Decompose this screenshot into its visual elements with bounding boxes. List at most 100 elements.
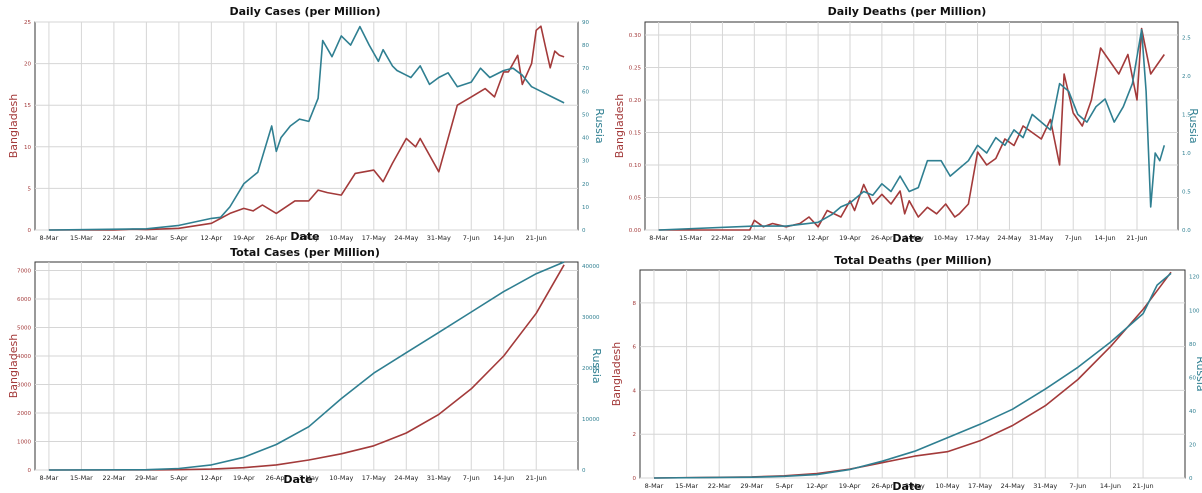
x-tick-label: 31-May — [427, 234, 451, 242]
x-tick-label: 21-Jun — [1133, 482, 1154, 490]
x-tick-label: 22-Mar — [102, 474, 125, 482]
right-axis-label: Russia — [593, 108, 606, 143]
right-axis-label: Russia — [1187, 108, 1200, 143]
series-line-bangladesh — [658, 27, 1165, 231]
x-tick-label: 19-Apr — [233, 474, 255, 482]
x-tick-label: 26-Apr — [265, 474, 287, 482]
x-tick-label: 19-Apr — [839, 234, 861, 242]
left-tick-label: 2 — [633, 432, 637, 438]
x-tick-label: 5-Apr — [170, 474, 188, 482]
left-tick-label: 15 — [24, 103, 31, 109]
series-line-bangladesh — [48, 25, 565, 231]
x-tick-label: 17-May — [362, 474, 386, 482]
chart-title: Total Cases (per Million) — [230, 246, 380, 259]
plot-frame — [34, 21, 579, 231]
right-tick-label: 0 — [1189, 476, 1193, 482]
right-tick-label: 2.5 — [1182, 35, 1191, 41]
right-tick-label: 0 — [582, 468, 586, 474]
x-tick-label: 31-May — [1029, 234, 1053, 242]
x-tick-label: 5-Apr — [776, 482, 794, 490]
x-tick-label: 19-Apr — [233, 234, 255, 242]
left-tick-label: 0.30 — [629, 33, 642, 39]
right-tick-label: 20000 — [582, 366, 600, 372]
right-tick-label: 0 — [582, 228, 586, 234]
x-tick-label: 21-Jun — [526, 234, 547, 242]
x-tick-label: 7-Jun — [463, 474, 480, 482]
daily-deaths-chart: 8-Mar 15-Mar 22-Mar 29-Mar 5-Apr 12-Apr 19-Apr… — [613, 5, 1200, 245]
x-tick-label: 10-May — [329, 234, 353, 242]
series-line-bangladesh — [48, 264, 565, 471]
left-tick-label: 4 — [633, 388, 637, 394]
x-tick-label: 24-May — [394, 234, 418, 242]
left-tick-label: 5 — [28, 186, 32, 192]
x-tick-label: 14-Jun — [1095, 234, 1116, 242]
x-tick-label: 22-Mar — [708, 482, 731, 490]
x-tick-label: 24-May — [1001, 482, 1025, 490]
plot-frame — [34, 261, 579, 471]
daily-cases-chart: 8-Mar 15-Mar 22-Mar 29-Mar 5-Apr 12-Apr 19-Apr… — [7, 5, 606, 243]
right-tick-label: 20 — [582, 182, 589, 188]
x-tick-label: 26-Apr — [871, 482, 893, 490]
right-axis-label: Russia — [1194, 356, 1202, 391]
x-axis-label: Date — [290, 230, 319, 243]
x-tick-label: 21-Jun — [1126, 234, 1147, 242]
chart-title: Total Deaths (per Million) — [834, 254, 991, 267]
x-tick-label: 8-Mar — [40, 474, 59, 482]
right-tick-label: 20 — [1189, 442, 1196, 448]
left-tick-label: 4000 — [17, 354, 31, 360]
left-tick-label: 0.20 — [629, 98, 642, 104]
x-tick-label: 3-May — [904, 234, 924, 242]
left-tick-label: 5000 — [17, 326, 31, 332]
right-tick-label: 1.0 — [1182, 151, 1191, 157]
left-tick-label: 6 — [633, 345, 637, 351]
series-line-russia — [653, 272, 1172, 479]
x-tick-label: 19-Apr — [839, 482, 861, 490]
plot-frame — [639, 269, 1186, 479]
x-tick-label: 15-Mar — [675, 482, 698, 490]
left-tick-label: 8 — [633, 301, 637, 307]
x-tick-label: 12-Apr — [806, 482, 828, 490]
left-tick-label: 0.10 — [629, 163, 642, 169]
x-tick-label: 14-Jun — [493, 474, 514, 482]
right-tick-label: 0.0 — [1182, 228, 1191, 234]
x-tick-label: 14-Jun — [1100, 482, 1121, 490]
x-tick-label: 12-Apr — [200, 474, 222, 482]
x-tick-label: 29-Mar — [743, 234, 766, 242]
x-tick-label: 14-Jun — [493, 234, 514, 242]
right-tick-label: 100 — [1189, 308, 1200, 314]
total-cases-chart: 8-Mar 15-Mar 22-Mar 29-Mar 5-Apr 12-Apr 19-Apr… — [7, 246, 603, 486]
x-tick-label: 8-Mar — [645, 482, 664, 490]
left-tick-label: 0 — [28, 228, 32, 234]
x-tick-label: 10-May — [934, 234, 958, 242]
right-tick-label: 120 — [1189, 275, 1200, 281]
right-tick-label: 30000 — [582, 315, 600, 321]
right-tick-label: 60 — [582, 89, 589, 95]
left-tick-label: 0 — [633, 476, 637, 482]
left-tick-label: 2000 — [17, 411, 31, 417]
x-tick-label: 7-Jun — [1065, 234, 1082, 242]
x-tick-label: 5-Apr — [170, 234, 188, 242]
x-tick-label: 17-May — [966, 234, 990, 242]
right-tick-label: 2.0 — [1182, 74, 1191, 80]
right-tick-label: 40 — [1189, 409, 1196, 415]
x-tick-label: 3-May — [905, 482, 925, 490]
left-axis-label: Bangladesh — [610, 342, 623, 407]
right-tick-label: 10000 — [582, 417, 600, 423]
x-tick-label: 10-May — [329, 474, 353, 482]
x-tick-label: 22-Mar — [711, 234, 734, 242]
x-tick-label: 8-Mar — [649, 234, 668, 242]
x-tick-label: 29-Mar — [135, 474, 158, 482]
chart-title: Daily Cases (per Million) — [229, 5, 380, 18]
right-tick-label: 0.5 — [1182, 189, 1191, 195]
left-axis-label: Bangladesh — [613, 94, 626, 159]
x-tick-label: 26-Apr — [265, 234, 287, 242]
x-tick-label: 8-Mar — [40, 234, 59, 242]
left-tick-label: 0.15 — [629, 131, 642, 137]
series-line-russia — [658, 28, 1166, 231]
left-tick-label: 1000 — [17, 440, 31, 446]
x-tick-label: 7-Jun — [463, 234, 480, 242]
right-tick-label: 40000 — [582, 264, 600, 270]
left-tick-label: 7000 — [17, 269, 31, 275]
x-tick-label: 22-Mar — [102, 234, 125, 242]
